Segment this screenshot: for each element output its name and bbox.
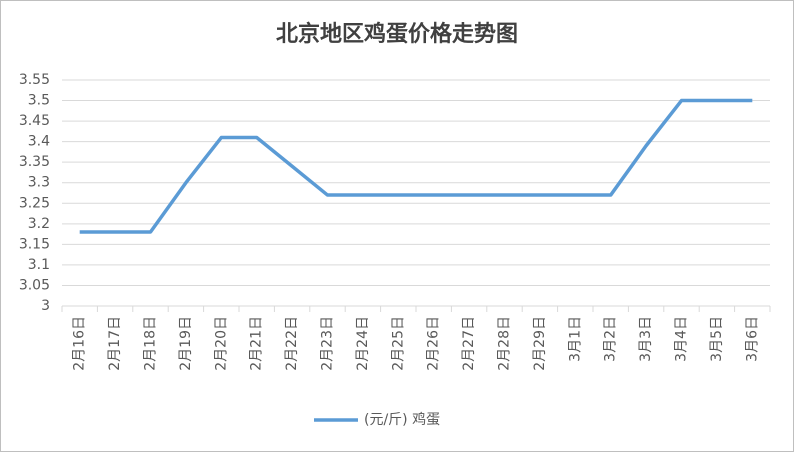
x-tick-label: 3月3日	[638, 316, 654, 362]
y-tick-label: 3.1	[28, 257, 50, 273]
x-tick-label: 3月4日	[674, 316, 690, 362]
y-tick-label: 3.2	[28, 216, 50, 232]
chart-title: 北京地区鸡蛋价格走势图	[276, 21, 518, 47]
x-tick-label: 2月18日	[143, 316, 159, 371]
x-tick-label: 2月22日	[284, 316, 300, 371]
y-tick-label: 3.45	[19, 113, 50, 129]
y-tick-label: 3	[41, 298, 50, 314]
x-tick-label: 2月26日	[426, 316, 442, 371]
x-tick-label: 2月16日	[72, 316, 88, 371]
y-tick-label: 3.25	[19, 195, 50, 211]
x-tick-label: 2月27日	[461, 316, 477, 371]
y-tick-label: 3.55	[19, 72, 50, 88]
x-tick-label: 2月21日	[249, 316, 265, 371]
legend-label: (元/斤) 鸡蛋	[364, 411, 440, 428]
y-tick-label: 3.4	[28, 134, 50, 150]
x-tick-label: 2月28日	[497, 316, 513, 371]
x-tick-label: 2月25日	[390, 316, 406, 371]
y-tick-label: 3.05	[19, 277, 50, 293]
y-tick-label: 3.3	[28, 175, 50, 191]
x-tick-label: 3月6日	[744, 316, 760, 362]
x-tick-label: 2月24日	[355, 316, 371, 371]
x-tick-label: 2月19日	[178, 316, 194, 371]
y-tick-label: 3.15	[19, 236, 50, 252]
x-tick-label: 3月1日	[567, 316, 583, 362]
line-series	[79, 98, 753, 234]
y-tick-label: 3.35	[19, 154, 50, 170]
y-tick-label: 3.5	[28, 93, 50, 109]
x-tick-label: 3月2日	[603, 316, 619, 362]
x-tick-label: 2月23日	[320, 316, 336, 371]
x-tick-label: 2月20日	[213, 316, 229, 371]
x-tick-label: 3月5日	[709, 316, 725, 362]
x-tick-label: 2月29日	[532, 316, 548, 371]
x-tick-label: 2月17日	[107, 316, 123, 371]
